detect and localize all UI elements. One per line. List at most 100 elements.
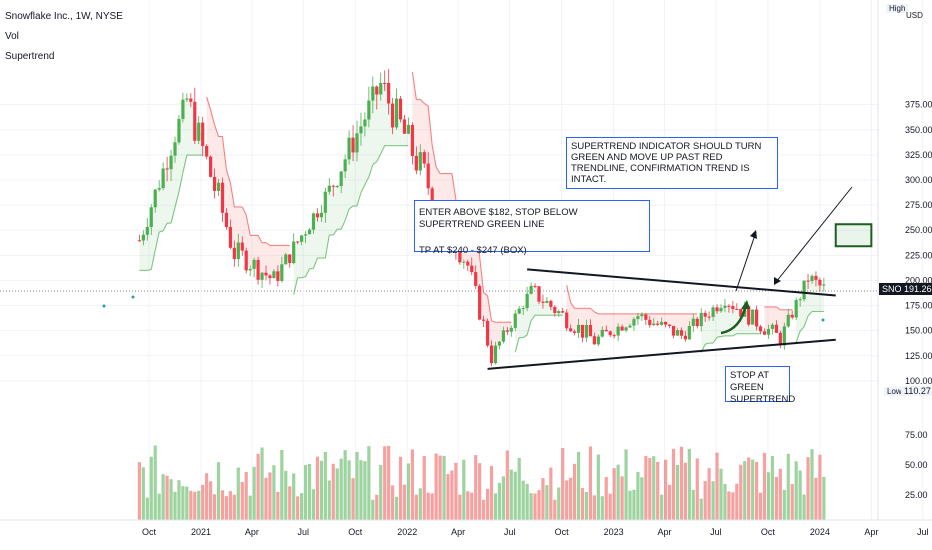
price-tick-label: 375.00 bbox=[905, 100, 932, 110]
candle-body bbox=[193, 101, 197, 141]
supertrend-area bbox=[349, 145, 354, 210]
volume-bar bbox=[667, 484, 672, 520]
volume-tick-label: 50.00 bbox=[905, 460, 928, 470]
supertrend-segment bbox=[491, 320, 496, 323]
candle-body bbox=[671, 325, 676, 336]
volume-bar bbox=[335, 468, 339, 520]
volume-bar bbox=[224, 496, 229, 520]
volume-legend[interactable]: Vol bbox=[5, 31, 19, 42]
candle-body bbox=[608, 331, 612, 336]
candle-body bbox=[580, 324, 585, 338]
candle-body bbox=[703, 312, 707, 317]
time-axis[interactable]: Oct 2021 Apr Jul Oct 2022 Apr Jul Oct 2023 Apr Jul O… bbox=[0, 519, 932, 537]
candle-body bbox=[505, 330, 509, 332]
supertrend-area bbox=[139, 237, 144, 271]
volume-bar bbox=[347, 460, 351, 520]
volume-bar bbox=[205, 473, 209, 520]
price-tick-label: 300.00 bbox=[905, 175, 932, 185]
volume-bar bbox=[596, 454, 600, 520]
supertrend-area bbox=[626, 313, 630, 329]
volume-bar bbox=[391, 485, 395, 520]
candle-body bbox=[466, 261, 470, 266]
candle-body bbox=[359, 126, 363, 134]
volume-bar bbox=[228, 491, 232, 520]
volume-bar bbox=[189, 490, 193, 520]
volume-bar bbox=[466, 491, 470, 520]
candle-body bbox=[687, 326, 691, 340]
volume-bar bbox=[549, 467, 553, 520]
time-tick-label: Jul bbox=[917, 527, 929, 537]
supertrend-segment bbox=[483, 292, 488, 297]
arrow-to-target bbox=[735, 231, 757, 292]
supertrend-area bbox=[376, 88, 381, 162]
supertrend-area bbox=[329, 185, 334, 235]
volume-bar bbox=[383, 446, 387, 520]
volume-bar bbox=[707, 468, 711, 520]
entry-note[interactable]: ENTER ABOVE $182, STOP BELOW SUPERTREND … bbox=[414, 200, 650, 256]
candle-body bbox=[565, 312, 569, 329]
candle-body bbox=[652, 323, 656, 326]
volume-bar bbox=[398, 456, 403, 520]
candle-body bbox=[228, 227, 232, 248]
candle-body bbox=[509, 327, 513, 332]
candle-body bbox=[252, 259, 256, 269]
volume-bar bbox=[474, 455, 478, 520]
supertrend-note[interactable]: SUPERTREND INDICATOR SHOULD TURN GREEN A… bbox=[566, 137, 778, 189]
time-tick-label: Jul bbox=[298, 527, 310, 537]
drawings[interactable] bbox=[102, 186, 873, 370]
supertrend-legend[interactable]: Supertrend bbox=[5, 51, 55, 62]
currency-label[interactable]: USD bbox=[906, 11, 923, 20]
supertrend-area bbox=[800, 289, 805, 332]
supertrend-segment bbox=[514, 337, 520, 353]
supertrend-segment bbox=[210, 109, 216, 125]
candle-body bbox=[584, 325, 589, 338]
supertrend-segment bbox=[570, 302, 576, 309]
supertrend-area bbox=[531, 286, 536, 321]
supertrend-area bbox=[499, 322, 504, 344]
candle-body bbox=[561, 311, 565, 313]
supertrend-segment bbox=[566, 285, 572, 303]
supertrend-area bbox=[732, 307, 737, 336]
supertrend-area bbox=[721, 306, 725, 337]
candle-body bbox=[398, 98, 403, 120]
supertrend-area bbox=[167, 162, 172, 224]
supertrend-segment bbox=[312, 257, 318, 269]
candle-body bbox=[311, 213, 316, 230]
candle-body bbox=[307, 229, 312, 235]
time-tick-label: Jul bbox=[710, 527, 722, 537]
candle-body bbox=[248, 268, 252, 271]
supertrend-segment bbox=[245, 214, 251, 236]
supertrend-area bbox=[661, 313, 666, 324]
volume-bar bbox=[485, 488, 490, 520]
supertrend-segment bbox=[526, 320, 532, 336]
volume-bar bbox=[359, 460, 363, 520]
supertrend-segment bbox=[324, 234, 330, 259]
volume-bar bbox=[197, 490, 201, 520]
candle-body bbox=[430, 188, 434, 210]
volume-bar bbox=[462, 459, 466, 520]
supertrend-area bbox=[317, 215, 322, 259]
volume-bar bbox=[636, 471, 640, 520]
candle-body bbox=[157, 188, 161, 190]
candle-body bbox=[394, 98, 399, 128]
volume-bar bbox=[327, 480, 331, 520]
candle-body bbox=[612, 335, 616, 337]
stop-note[interactable]: STOP AT GREEN SUPERTREND bbox=[725, 366, 795, 405]
candle-body bbox=[240, 242, 244, 251]
supertrend-area bbox=[606, 313, 611, 334]
price-scale[interactable]: 375.00 350.00 325.00 300.00 275.00 250.00 225.… bbox=[877, 0, 932, 520]
volume-bar bbox=[723, 483, 727, 520]
candle-body bbox=[648, 319, 652, 326]
supertrend-segment bbox=[522, 334, 528, 339]
symbol-legend[interactable]: Snowflake Inc., 1W, NYSE bbox=[5, 11, 123, 22]
volume-bar bbox=[671, 448, 676, 520]
low-value-tag: 110.27 bbox=[901, 386, 932, 396]
candle-body bbox=[616, 326, 620, 336]
entry-note-line1: ENTER ABOVE $182, STOP BELOW SUPERTREND … bbox=[419, 207, 578, 230]
volume-bar bbox=[430, 493, 434, 520]
candle-body bbox=[410, 124, 414, 156]
candle-body bbox=[339, 171, 343, 186]
supertrend-segment bbox=[150, 250, 156, 270]
candle-body bbox=[296, 241, 300, 243]
